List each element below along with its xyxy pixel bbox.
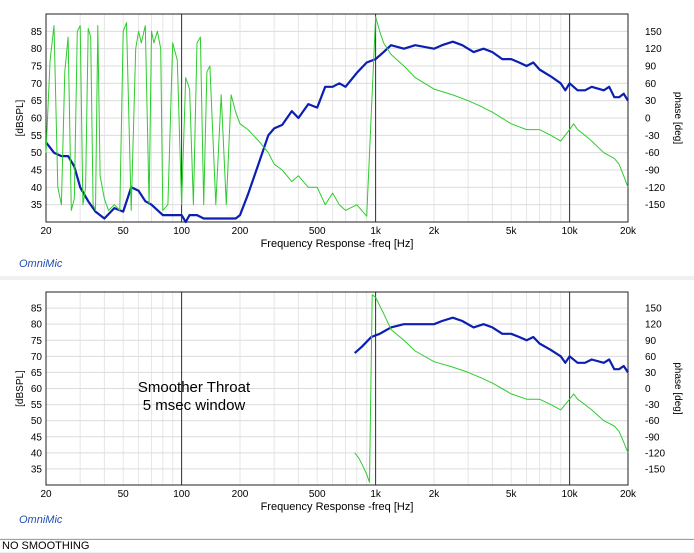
y2-tick-label: -90 bbox=[645, 432, 660, 443]
y2-tick-label: 120 bbox=[645, 320, 662, 331]
y-tick-label: 80 bbox=[31, 320, 43, 331]
brand-label-bottom: OmniMic bbox=[19, 514, 63, 526]
y-tick-label: 35 bbox=[31, 464, 43, 475]
plot-frame bbox=[45, 291, 629, 486]
x-tick-label: 100 bbox=[173, 226, 190, 237]
x-tick-label: 50 bbox=[118, 489, 130, 500]
x-tick-label: 500 bbox=[309, 489, 326, 500]
y-tick-label: 75 bbox=[31, 336, 43, 347]
x-tick-label: 5k bbox=[506, 489, 518, 500]
status-text: NO SMOOTHING bbox=[2, 540, 90, 552]
series-line-spl bbox=[353, 316, 629, 374]
status-bar: NO SMOOTHING bbox=[0, 539, 694, 552]
y-tick-label: 60 bbox=[31, 114, 43, 125]
y2-axis-label: phase [deg] bbox=[672, 362, 683, 414]
y2-tick-label: -60 bbox=[645, 148, 660, 159]
y-tick-label: 80 bbox=[31, 44, 43, 55]
y2-tick-label: 90 bbox=[645, 336, 657, 347]
x-tick-label: 20 bbox=[40, 489, 52, 500]
y2-tick-label: 60 bbox=[645, 352, 657, 363]
y-tick-label: 60 bbox=[31, 384, 43, 395]
chart-panel-bottom: 20 50 100 200 500 1k 2k 5k 10k 20k 35 40 45 50 55 60 65 7… bbox=[0, 280, 694, 538]
y-tick-label: 65 bbox=[31, 368, 43, 379]
y2-tick-label: 150 bbox=[645, 304, 662, 315]
y2-tick-label: -150 bbox=[645, 200, 665, 211]
y2-axis-label: phase [deg] bbox=[672, 92, 683, 144]
y2-tick-label: 30 bbox=[645, 368, 657, 379]
y-axis-label: [dBSPL] bbox=[15, 370, 26, 407]
chart-panel-top: 20 50 100 200 500 1k 2k 5k 10k 20k 35 40 45 50 55 60 65 7… bbox=[0, 0, 694, 276]
y-tick-label: 55 bbox=[31, 131, 43, 142]
y-tick-label: 45 bbox=[31, 166, 43, 177]
y2-tick-label: -30 bbox=[645, 131, 660, 142]
y-tick-label: 40 bbox=[31, 183, 43, 194]
x-tick-label: 50 bbox=[118, 226, 130, 237]
chart-annotation: 5 msec window bbox=[143, 397, 246, 414]
y-tick-label: 40 bbox=[31, 448, 43, 459]
y2-tick-label: -150 bbox=[645, 464, 665, 475]
x-tick-label: 200 bbox=[232, 226, 249, 237]
y-tick-label: 65 bbox=[31, 96, 43, 107]
y-tick-label: 45 bbox=[31, 432, 43, 443]
x-tick-label: 20k bbox=[620, 489, 637, 500]
series-line-phase bbox=[45, 16, 629, 217]
x-tick-label: 2k bbox=[429, 226, 441, 237]
y-tick-label: 75 bbox=[31, 62, 43, 73]
x-axis-label: Frequency Response -freq [Hz] bbox=[261, 238, 414, 250]
y-tick-label: 70 bbox=[31, 352, 43, 363]
y-tick-label: 50 bbox=[31, 416, 43, 427]
x-tick-label: 1k bbox=[370, 489, 382, 500]
x-tick-label: 10k bbox=[562, 226, 579, 237]
y-tick-label: 70 bbox=[31, 79, 43, 90]
y2-tick-label: 30 bbox=[645, 96, 657, 107]
y2-tick-label: 90 bbox=[645, 62, 657, 73]
y-tick-label: 35 bbox=[31, 200, 43, 211]
x-tick-label: 20k bbox=[620, 226, 637, 237]
y2-tick-label: -30 bbox=[645, 400, 660, 411]
y-axis-label: [dBSPL] bbox=[15, 99, 26, 136]
plot-frame bbox=[45, 13, 629, 223]
x-tick-label: 1k bbox=[370, 226, 382, 237]
chart-plot-top: 20 50 100 200 500 1k 2k 5k 10k 20k 35 40 45 50 55 60 65 7… bbox=[15, 13, 683, 250]
x-tick-label: 100 bbox=[173, 489, 190, 500]
x-tick-label: 20 bbox=[40, 226, 52, 237]
y2-tick-label: 0 bbox=[645, 384, 651, 395]
chart-plot-bottom: 20 50 100 200 500 1k 2k 5k 10k 20k 35 40 45 50 55 60 65 7… bbox=[15, 291, 683, 513]
x-tick-label: 500 bbox=[309, 226, 326, 237]
y2-tick-label: 150 bbox=[645, 27, 662, 38]
y2-tick-label: 120 bbox=[645, 44, 662, 55]
y2-tick-label: 60 bbox=[645, 79, 657, 90]
y2-tick-label: 0 bbox=[645, 114, 651, 125]
chart-annotation: Smoother Throat bbox=[138, 379, 251, 396]
x-tick-label: 2k bbox=[429, 489, 441, 500]
x-tick-label: 5k bbox=[506, 226, 518, 237]
y2-tick-label: -120 bbox=[645, 183, 665, 194]
y2-tick-label: -90 bbox=[645, 166, 660, 177]
x-axis-label: Frequency Response -freq [Hz] bbox=[261, 501, 414, 513]
y-tick-label: 55 bbox=[31, 400, 43, 411]
x-tick-label: 10k bbox=[562, 489, 579, 500]
y2-tick-label: -120 bbox=[645, 448, 665, 459]
series-line-phase bbox=[354, 294, 629, 483]
y-tick-label: 85 bbox=[31, 304, 43, 315]
x-tick-label: 200 bbox=[232, 489, 249, 500]
brand-label-top: OmniMic bbox=[19, 258, 63, 270]
y-tick-label: 85 bbox=[31, 27, 43, 38]
y2-tick-label: -60 bbox=[645, 416, 660, 427]
series-line-spl bbox=[45, 40, 629, 224]
y-tick-label: 50 bbox=[31, 148, 43, 159]
